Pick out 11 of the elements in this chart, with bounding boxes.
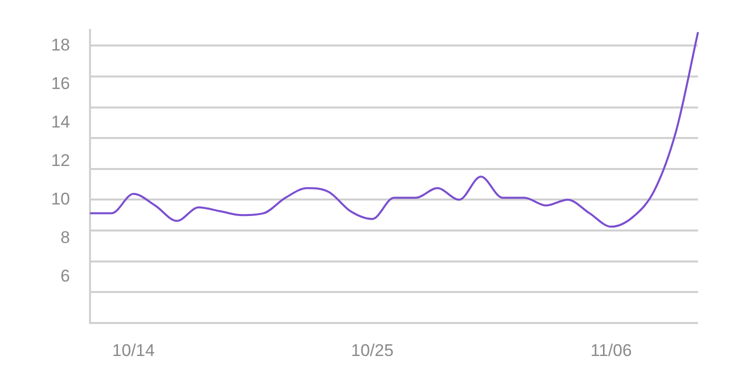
y-tick-label: 8 [60,228,70,247]
x-tick-label: 10/14 [112,340,155,360]
line-series [89,31,699,228]
y-tick-label: 16 [51,74,70,93]
x-tick-label: 10/25 [351,340,394,360]
y-tick-label: 12 [51,150,70,170]
y-tick-label: 10 [51,189,70,208]
y-tick-label: 14 [51,112,70,132]
y-tick-label: 6 [60,266,70,286]
y-tick-label: 18 [51,35,70,54]
x-tick-label: 11/06 [590,340,632,360]
